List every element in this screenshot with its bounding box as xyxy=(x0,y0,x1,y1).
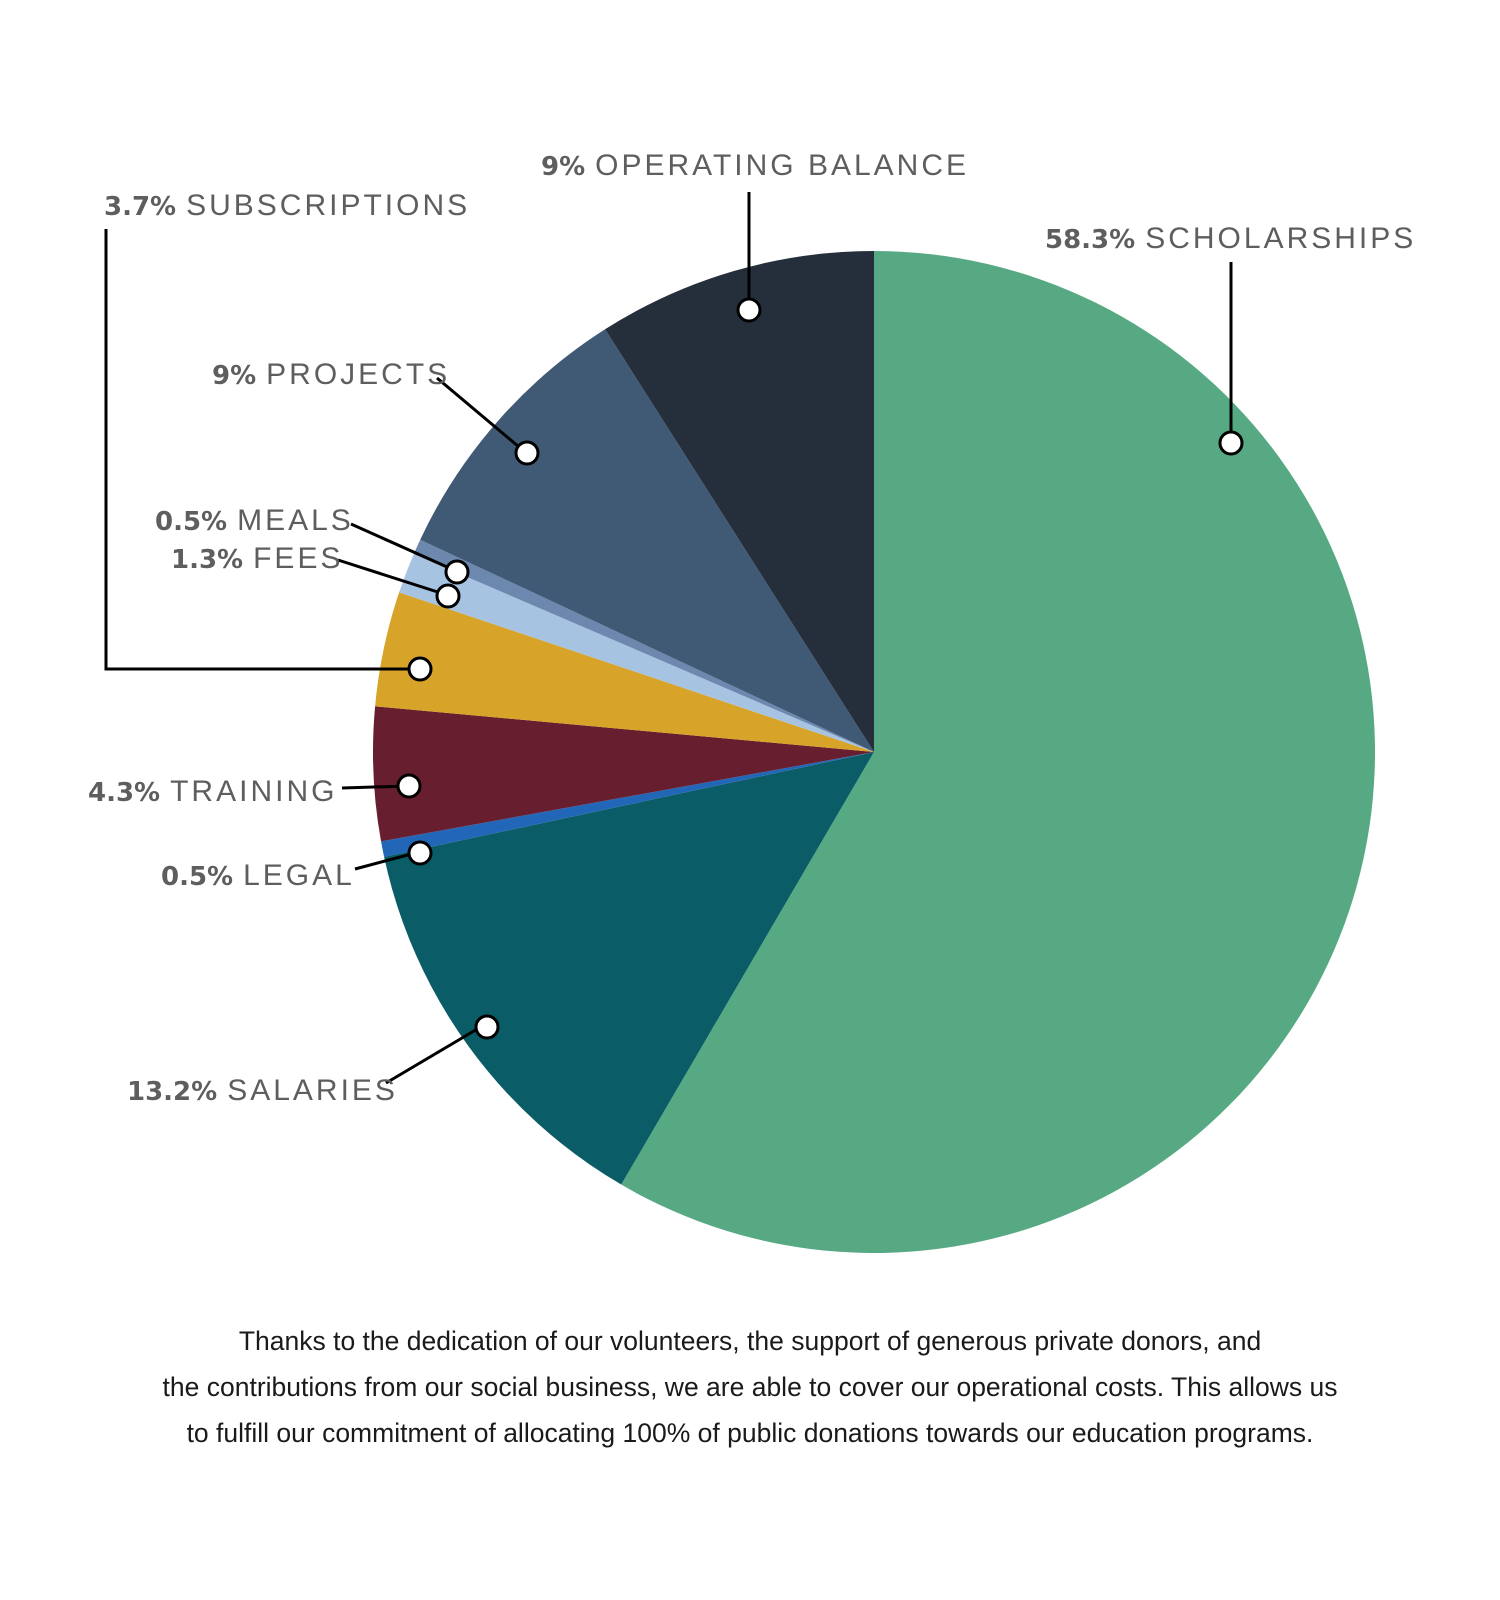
label-operating-balance: 9% OPERATING BALANCE xyxy=(541,149,969,182)
leader-line-salaries xyxy=(385,1023,485,1085)
leader-line-meals xyxy=(350,522,457,573)
label-scholarships: 58.3% SCHOLARSHIPS xyxy=(1045,222,1416,255)
label-fees: 1.3% FEES xyxy=(171,542,343,575)
label-training: 4.3% TRAINING xyxy=(88,775,337,808)
slice-salaries xyxy=(384,752,874,1185)
label-projects: 9% PROJECTS xyxy=(212,358,450,391)
leader-dot-legal xyxy=(407,840,433,866)
label-legal: 0.5% LEGAL xyxy=(161,859,355,892)
leader-dot-training xyxy=(396,773,422,799)
pie-slices xyxy=(373,251,1376,1253)
leader-dots xyxy=(396,297,1244,1040)
leader-dot-fees xyxy=(435,583,461,609)
label-salaries: 13.2% SALARIES xyxy=(127,1074,398,1107)
slice-scholarships xyxy=(621,251,1376,1253)
slice-projects xyxy=(420,329,874,752)
pie-chart: 9% OPERATING BALANCE 3.7% SUBSCRIPTIONS 58… xyxy=(88,149,1416,1253)
slice-labels: 9% OPERATING BALANCE 3.7% SUBSCRIPTIONS 58… xyxy=(88,149,1416,1107)
label-subscriptions: 3.7% SUBSCRIPTIONS xyxy=(104,189,470,222)
caption-line-2: the contributions from our social busine… xyxy=(162,1372,1338,1402)
slice-legal xyxy=(381,752,874,857)
leader-line-projects xyxy=(436,376,526,454)
caption-text: Thanks to the dedication of our voluntee… xyxy=(0,1318,1500,1456)
leader-line-subscriptions xyxy=(104,229,419,671)
leader-dot-projects xyxy=(514,440,540,466)
leader-dot-scholarships xyxy=(1218,430,1244,456)
leader-dot-salaries xyxy=(474,1014,500,1040)
slice-training xyxy=(373,706,874,842)
leader-dot-operating-balance xyxy=(736,297,762,323)
leader-dot-meals xyxy=(444,559,470,585)
slice-operating-balance xyxy=(605,251,874,752)
leader-line-fees xyxy=(337,558,448,597)
slice-fees xyxy=(399,554,874,752)
caption-line-1: Thanks to the dedication of our voluntee… xyxy=(238,1326,1262,1356)
leader-lines xyxy=(104,192,1233,1085)
leader-dot-subscriptions xyxy=(407,656,433,682)
caption-line-3: to fulfill our commitment of allocating … xyxy=(186,1418,1314,1448)
slice-meals xyxy=(413,539,874,752)
label-meals: 0.5% MEALS xyxy=(155,504,354,537)
slice-subscriptions xyxy=(375,592,874,752)
